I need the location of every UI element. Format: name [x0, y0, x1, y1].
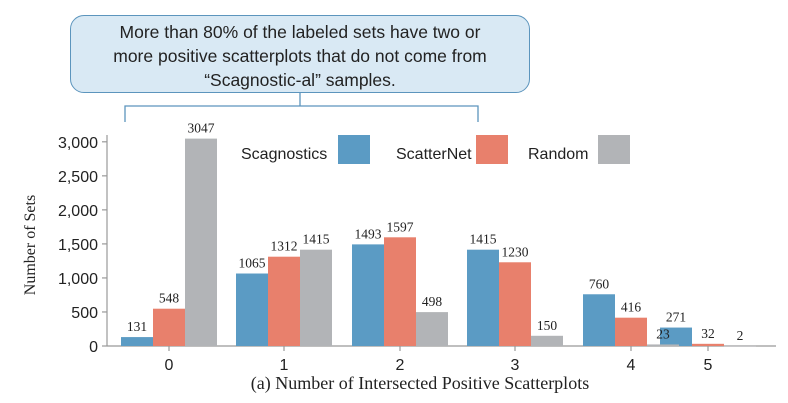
- legend-swatch: [476, 135, 508, 164]
- data-label: 2: [737, 328, 744, 343]
- bar: [615, 317, 647, 346]
- bar: [268, 256, 300, 346]
- data-label: 3047: [188, 121, 215, 136]
- legend-swatch: [598, 135, 630, 164]
- y-tick-label: 2,000: [58, 203, 98, 220]
- x-tick-label: 1: [280, 357, 289, 374]
- data-label: 1597: [387, 219, 414, 234]
- bar: [724, 345, 756, 347]
- bar: [121, 337, 153, 346]
- annotation-line: “Scagnostic-al” samples.: [204, 70, 396, 90]
- data-labels: 131 1065 1493 1415 760 271 548 1312 1597 1230 416 3…: [127, 121, 744, 343]
- y-tick-label: 500: [71, 305, 98, 322]
- bar: [583, 294, 615, 346]
- bar: [352, 244, 384, 346]
- legend-swatch: [338, 135, 370, 164]
- x-axis-label: (a) Number of Intersected Positive Scatt…: [251, 373, 589, 394]
- legend-label: ScatterNet: [396, 146, 472, 163]
- data-label: 1493: [355, 226, 382, 241]
- bracket-line: [124, 105, 479, 122]
- data-label: 32: [701, 326, 715, 341]
- bar: [185, 138, 217, 346]
- data-label: 1312: [271, 239, 298, 254]
- data-label: 548: [159, 291, 180, 306]
- x-tick-label: 2: [396, 357, 405, 374]
- data-label: 416: [621, 300, 642, 315]
- bars: [121, 138, 756, 347]
- data-label: 131: [127, 319, 147, 334]
- bar: [153, 308, 185, 346]
- data-label: 271: [666, 310, 686, 325]
- y-axis-label: Number of Sets: [22, 195, 39, 295]
- bar: [647, 344, 679, 346]
- x-tick-label: 5: [704, 357, 713, 374]
- data-label: 1230: [502, 244, 529, 259]
- data-label: 150: [537, 318, 558, 333]
- bar: [416, 312, 448, 346]
- bar: [499, 262, 531, 346]
- bar: [236, 273, 268, 346]
- y-tick-label: 0: [89, 339, 98, 356]
- x-tick-label: 4: [627, 357, 636, 374]
- y-tick-label: 1,500: [58, 237, 98, 254]
- data-label: 23: [656, 326, 670, 341]
- bar: [300, 249, 332, 346]
- bar: [467, 249, 499, 346]
- y-tick-label: 1,000: [58, 271, 98, 288]
- x-tick-label: 3: [511, 357, 520, 374]
- legend: Scagnostics ScatterNet Random: [241, 135, 630, 164]
- x-tick-label: 0: [165, 357, 174, 374]
- y-tick-label: 3,000: [58, 135, 98, 152]
- data-label: 498: [422, 294, 443, 309]
- bar: [692, 343, 724, 346]
- y-tick-label: 2,500: [58, 169, 98, 186]
- legend-label: Random: [528, 146, 588, 163]
- annotation-bracket: [124, 93, 479, 122]
- bar: [660, 327, 692, 346]
- data-label: 1065: [239, 256, 266, 271]
- annotation-line: more positive scatterplots that do not c…: [113, 46, 487, 66]
- data-label: 1415: [470, 232, 497, 247]
- data-label: 760: [589, 276, 610, 291]
- annotation-callout: More than 80% of the labeled sets have t…: [70, 15, 530, 93]
- bar: [531, 335, 563, 346]
- legend-label: Scagnostics: [241, 146, 327, 163]
- bar: [384, 237, 416, 346]
- data-label: 1415: [303, 232, 330, 247]
- annotation-line: More than 80% of the labeled sets have t…: [119, 22, 481, 42]
